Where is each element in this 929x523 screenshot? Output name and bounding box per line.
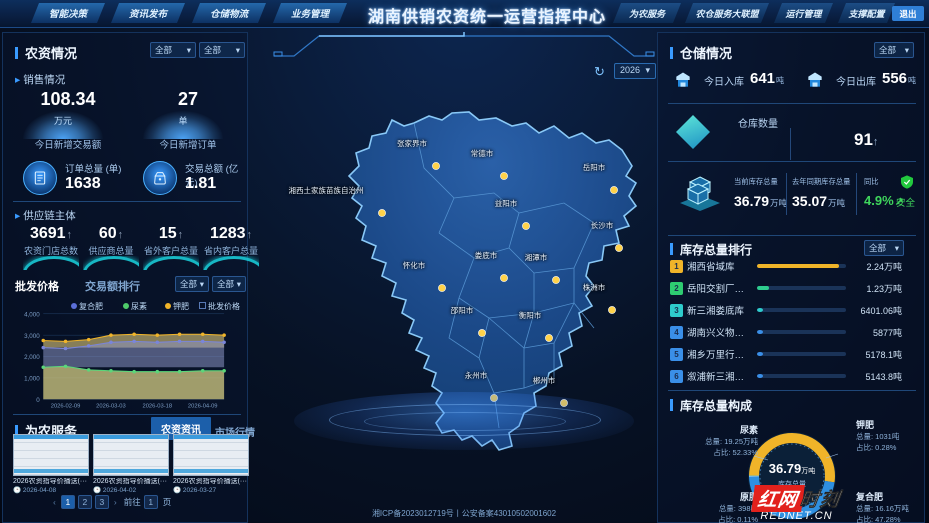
张家界市 <box>432 162 439 169</box>
svg-text:4,000: 4,000 <box>24 312 40 318</box>
svg-text:2026-03-03: 2026-03-03 <box>96 403 126 409</box>
svg-text:2,000: 2,000 <box>24 354 40 361</box>
svg-text:2026-02-09: 2026-02-09 <box>51 403 81 409</box>
svg-text:3,000: 3,000 <box>24 333 40 340</box>
svg-text:0: 0 <box>36 397 40 404</box>
svg-text:2026-04-09: 2026-04-09 <box>188 403 218 409</box>
svg-text:2026-03-18: 2026-03-18 <box>143 403 173 409</box>
svg-text:1,000: 1,000 <box>24 376 40 383</box>
